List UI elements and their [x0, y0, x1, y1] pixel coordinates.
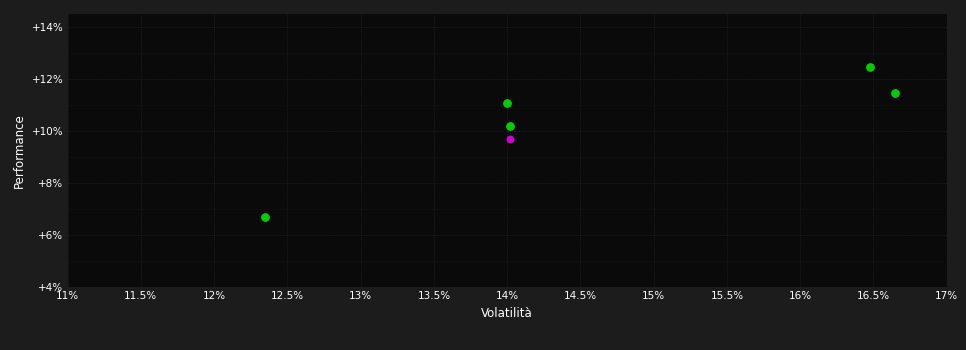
Point: [258, 214, 273, 219]
Point: [888, 90, 903, 95]
X-axis label: Volatilità: Volatilità: [481, 307, 533, 320]
Point: [863, 64, 878, 69]
Point: [502, 124, 518, 129]
Point: [499, 100, 515, 106]
Point: [502, 136, 518, 142]
Y-axis label: Performance: Performance: [14, 113, 26, 188]
